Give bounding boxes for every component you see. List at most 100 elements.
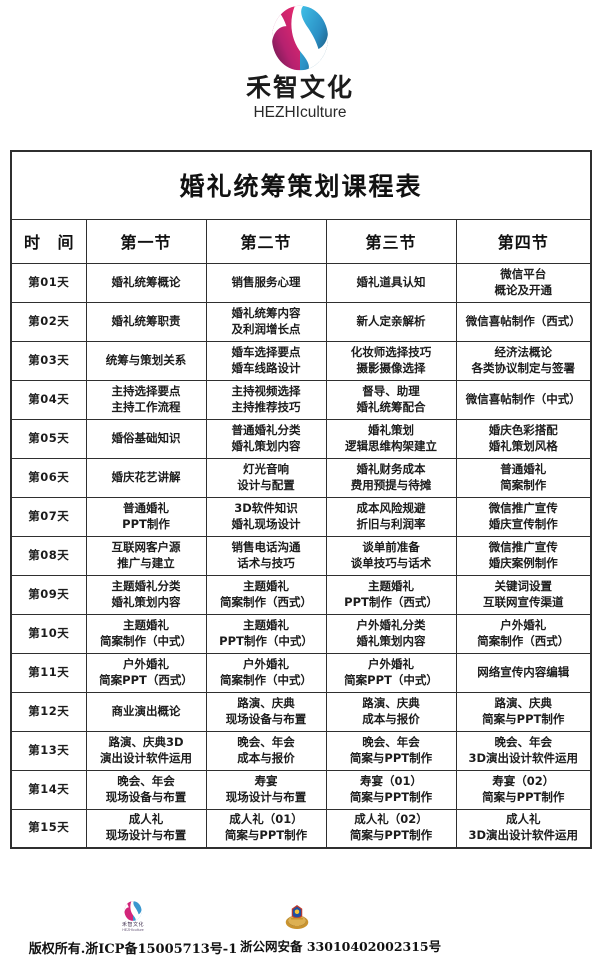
session-2-cell: 寿宴 现场设计与布置 [205,769,327,810]
cell-line: 婚礼策划内容 [231,438,301,453]
session-4-cell: 成人礼 3D演出设计软件运用 [455,808,592,849]
session-2-cell: 婚礼统筹内容 及利润增长点 [205,301,327,342]
session-2-cell: 户外婚礼 简案制作（中式） [205,652,327,693]
cell-line: 婚礼现场设计 [231,516,301,531]
cell-line: 婚礼统筹职责 [111,313,181,328]
table-row: 第02天 婚礼统筹职责 婚礼统筹内容 及利润增长点 新人定亲解析 微信喜帖制作（西式） [10,301,592,342]
session-3-cell: 成人礼（02） 简案与PPT制作 [325,808,457,849]
cell-line: 婚礼道具认知 [356,274,426,289]
cell-line: PPT制作（西式） [344,594,438,609]
cell-line: 婚庆案例制作 [488,555,558,570]
session-4-cell: 路演、庆典 简案与PPT制作 [455,691,592,732]
cell-line: 婚礼策划 [368,422,414,437]
session-4-cell: 微信喜帖制作（西式） [455,301,592,342]
cell-line: 互联网客户源 [111,539,181,554]
session-2-cell: 路演、庆典 现场设备与布置 [205,691,327,732]
cell-line: 主题婚礼 [368,578,414,593]
cell-line: 化妆师选择技巧 [350,344,432,359]
cell-line: 普通婚礼分类 [231,422,301,437]
session-1-cell: 路演、庆典3D 演出设计软件运用 [85,730,207,771]
session-2-cell: 成人礼（01） 简案与PPT制作 [205,808,327,849]
cell-line: 简案制作（西式） [477,633,570,648]
cell-line: 主持视频选择 [231,383,301,398]
footer-brand-name-en: HEZHIculture [122,927,144,932]
table-row: 第01天 婚礼统筹概论 销售服务心理 婚礼道具认知 微信平台 概论及开通 [10,262,592,303]
day-cell: 第09天 [10,574,87,615]
session-1-cell: 晚会、年会 现场设备与布置 [85,769,207,810]
cell-line: 晚会、年会 [117,773,175,788]
session-4-cell: 微信喜帖制作（中式） [455,379,592,420]
cell-line: 督导、助理 [362,383,420,398]
session-3-cell: 晚会、年会 简案与PPT制作 [325,730,457,771]
cell-line: 摄影摄像选择 [356,360,426,375]
cell-line: 经济法概论 [494,344,553,359]
cell-line: 寿宴 [254,773,278,788]
cell-line: 简案制作 [500,477,547,492]
session-2-cell: 3D软件知识 婚礼现场设计 [205,496,327,537]
cell-line: 谈单技巧与话术 [350,555,432,570]
session-2-cell: 主持视频选择 主持推荐技巧 [205,379,327,420]
column-header-time: 时 间 [10,218,87,264]
cell-line: 婚庆色彩搭配 [488,422,558,437]
cell-line: 主题婚礼 [123,617,169,632]
session-3-cell: 主题婚礼 PPT制作（西式） [325,574,457,615]
session-3-cell: 户外婚礼 简案PPT（中式） [325,652,457,693]
cell-line: 现场设计与布置 [225,789,307,804]
cell-line: 成本风险规避 [356,500,426,515]
session-4-cell: 户外婚礼 简案制作（西式） [455,613,592,654]
session-4-cell: 寿宴（02） 简案与PPT制作 [455,769,592,810]
cell-line: 灯光音响 [243,461,289,476]
day-cell: 第14天 [10,769,87,810]
cell-line: 微信喜帖制作（西式） [465,313,581,328]
cell-line: PPT制作 [122,516,170,531]
session-2-cell: 主题婚礼 PPT制作（中式） [205,613,327,654]
cell-line: 主题婚礼分类 [111,578,181,593]
footer-beian-block[interactable]: 浙公网安备 33010402002315号 [240,902,490,955]
cell-line: 3D演出设计软件运用 [468,750,579,765]
session-1-cell: 婚庆花艺讲解 [85,457,207,498]
cell-line: 婚礼策划内容 [356,633,426,648]
session-2-cell: 灯光音响 设计与配置 [205,457,327,498]
hezhi-swirl-logo-small-icon [120,900,146,922]
table-header-row: 时 间 第一节 第二节 第三节 第四节 [10,218,592,264]
cell-line: 简案与PPT制作 [224,828,308,843]
cell-line: 各类协议制定与签署 [471,360,576,375]
cell-line: 婚庆宣传制作 [488,516,558,531]
course-schedule-table: 婚礼统筹策划课程表 时 间 第一节 第二节 第三节 第四节 第01天 婚礼统筹概论… [10,150,593,849]
cell-line: 及利润增长点 [231,321,301,336]
footer-brand-name-cn: 禾智文化 [121,922,144,928]
cell-line: 主持选择要点 [111,383,181,398]
session-3-cell: 成本风险规避 折旧与利润率 [325,496,457,537]
cell-line: 现场设备与布置 [105,789,187,804]
cell-line: 费用预提与待摊 [350,477,432,492]
day-cell: 第12天 [10,691,87,732]
cell-line: 关键词设置 [494,578,553,593]
table-row: 第03天 统筹与策划关系 婚车选择要点 婚车线路设计 化妆师选择技巧 摄影摄像选择 经济法概… [10,340,592,381]
cell-line: 逻辑思维构架建立 [345,438,437,453]
cell-line: 成人礼（02） [354,812,428,827]
cell-line: 简案制作（中式） [100,633,192,648]
session-4-cell: 婚庆色彩搭配 婚礼策划风格 [455,418,592,459]
cell-line: 婚礼统筹内容 [231,305,301,320]
session-3-cell: 婚礼策划 逻辑思维构架建立 [325,418,457,459]
cell-line: 寿宴（01） [359,773,422,788]
cell-line: 网络宣传内容编辑 [477,664,570,679]
cell-line: 简案与PPT制作 [482,789,565,804]
session-1-cell: 普通婚礼 PPT制作 [85,496,207,537]
cell-line: 婚礼财务成本 [356,461,426,476]
beian-text: 浙公网安备 33010402002315号 [240,939,442,954]
cell-line: 户外婚礼分类 [356,617,426,632]
cell-line: 路演、庆典 [362,695,420,710]
cell-line: 概论及开通 [494,282,553,297]
session-3-cell: 户外婚礼分类 婚礼策划内容 [325,613,457,654]
cell-line: 微信推广宣传 [488,539,558,554]
session-3-cell: 新人定亲解析 [325,301,457,342]
brand-name-cn: 禾智文化 [245,73,354,102]
cell-line: 婚礼策划风格 [488,438,558,453]
session-3-cell: 督导、助理 婚礼统筹配合 [325,379,457,420]
cell-line: 简案与PPT制作 [482,711,565,726]
cell-line: 普通婚礼 [500,461,547,476]
column-header-session-2: 第二节 [205,218,327,264]
column-header-session-1: 第一节 [85,218,207,264]
